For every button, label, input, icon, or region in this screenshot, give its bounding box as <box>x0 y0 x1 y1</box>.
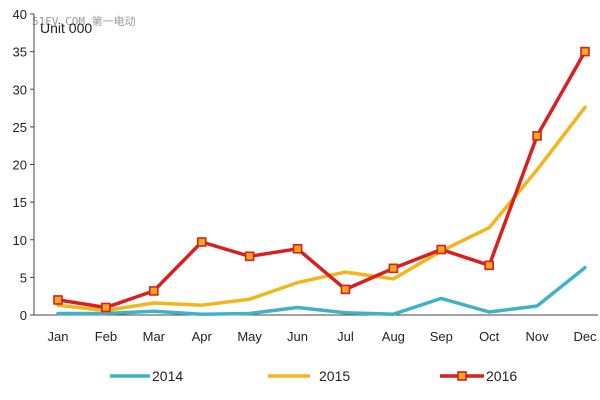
y-tick-label: 20 <box>13 158 27 173</box>
y-tick-label: 5 <box>20 270 27 285</box>
watermark: 51EV.COM 第一电动 <box>32 14 136 28</box>
data-point-2016 <box>580 46 590 57</box>
x-tick-label: Feb <box>95 329 117 344</box>
data-point-2016 <box>340 284 351 295</box>
legend-label-2016: 2016 <box>486 368 517 384</box>
y-tick-label: 10 <box>13 233 27 248</box>
legend-item-2014: 2014 <box>110 368 183 384</box>
data-point-2016 <box>196 237 207 247</box>
legend: 2014 2015 2016 <box>110 368 517 384</box>
series-2016 <box>53 46 590 313</box>
y-tick-label: 25 <box>13 120 27 135</box>
series-layer <box>53 46 590 316</box>
x-tick-label: Nov <box>526 329 550 344</box>
series-2014 <box>56 265 587 316</box>
y-tick-label: 15 <box>13 195 27 210</box>
legend-marker-2016 <box>457 371 467 381</box>
data-point-2016 <box>532 131 542 141</box>
legend-item-2016: 2016 <box>440 368 517 384</box>
x-tick-label: May <box>237 329 262 344</box>
legend-item-2015: 2015 <box>268 368 350 384</box>
x-tick-label: Jul <box>337 329 354 344</box>
series-2015 <box>56 105 587 313</box>
y-tick-label: 35 <box>13 45 27 60</box>
legend-label-2015: 2015 <box>319 368 350 384</box>
data-point-2016 <box>53 295 63 305</box>
y-axis-unit-label: Unit 000 <box>40 20 92 36</box>
data-point-2016 <box>101 302 111 313</box>
y-tick-label: 30 <box>13 82 27 97</box>
data-point-2016 <box>244 251 255 262</box>
legend-label-2014: 2014 <box>152 368 183 384</box>
series-line-2014 <box>56 265 587 316</box>
y-tick-label: 0 <box>20 308 27 323</box>
y-tick-label: 40 <box>13 7 27 22</box>
series-line-2015 <box>56 105 587 313</box>
data-point-2016 <box>149 286 159 296</box>
x-tick-label: Jun <box>287 329 308 344</box>
x-tick-label: Sep <box>430 329 453 344</box>
x-tick-label: Oct <box>479 329 500 344</box>
data-point-2016 <box>388 263 399 274</box>
x-tick-label: Aug <box>382 329 405 344</box>
data-point-2016 <box>436 244 447 255</box>
axes: 0 5 10 15 20 25 30 35 40 Jan Feb Mar Apr May Jun Jul Aug… <box>13 7 598 344</box>
x-tick-label: Apr <box>192 329 213 344</box>
series-line-2016 <box>56 49 587 310</box>
data-point-2016 <box>484 260 494 271</box>
x-tick-label: Dec <box>573 329 597 344</box>
x-tick-label: Mar <box>143 329 166 344</box>
x-tick-label: Jan <box>48 329 69 344</box>
data-point-2016 <box>292 243 303 254</box>
